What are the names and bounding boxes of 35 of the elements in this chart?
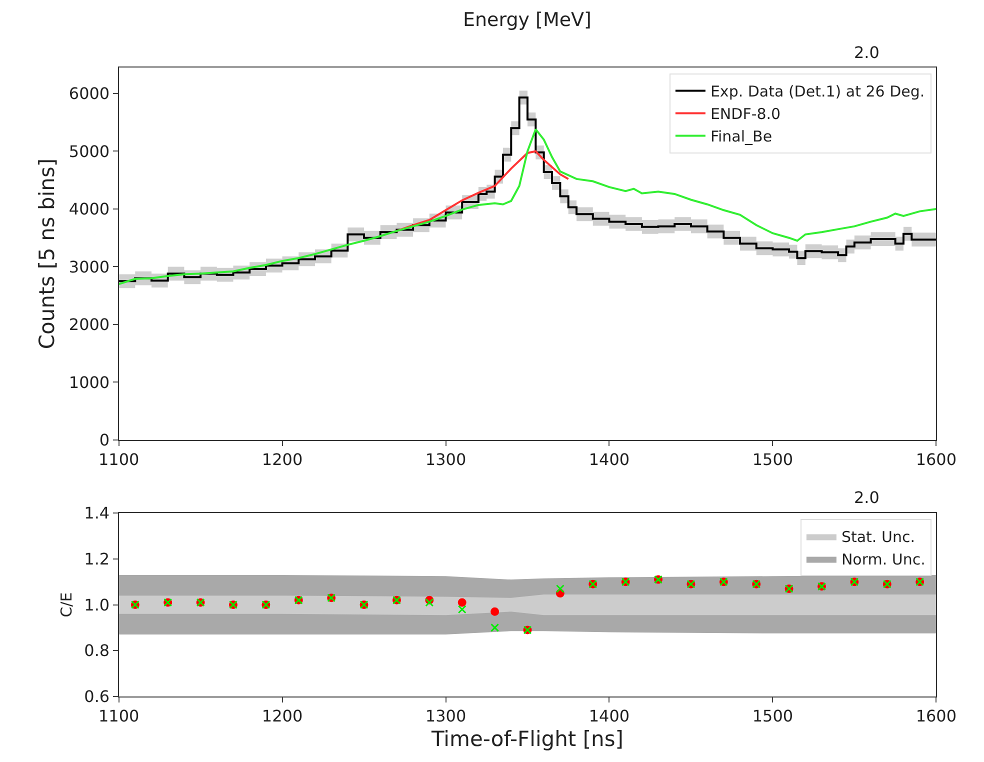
y-tick-label: 1.4 bbox=[84, 504, 110, 523]
legend-label: Final_Be bbox=[710, 128, 772, 146]
y-tick-label: 5000 bbox=[68, 142, 110, 161]
y-tick-label: 4000 bbox=[68, 200, 110, 219]
x-tick-label: 1100 bbox=[98, 706, 140, 726]
x-tick-label: 1500 bbox=[752, 706, 794, 726]
legend-label: Exp. Data (Det.1) at 26 Deg. bbox=[710, 82, 925, 101]
y-axis-title: C/E bbox=[57, 592, 76, 618]
x-tick-label: 1600 bbox=[916, 450, 957, 470]
text: 2.0 bbox=[854, 43, 880, 62]
x-tick-label: 1300 bbox=[425, 706, 466, 726]
y-tick-label: 0 bbox=[99, 430, 110, 450]
x-tick-label: 1500 bbox=[752, 450, 794, 470]
y-tick-label: 0.8 bbox=[84, 641, 110, 660]
x-tick-label: 1100 bbox=[98, 450, 140, 470]
y-axis-title: Counts [5 ns bins] bbox=[35, 158, 60, 350]
text: 2.0 bbox=[854, 488, 880, 507]
x-tick-label: 1400 bbox=[588, 706, 630, 726]
legend-label: Norm. Unc. bbox=[841, 550, 926, 569]
x-tick-label: 1400 bbox=[588, 450, 630, 470]
y-tick-label: 1000 bbox=[68, 372, 110, 392]
legend-label: Stat. Unc. bbox=[841, 528, 915, 546]
y-tick-label: 0.6 bbox=[84, 687, 110, 706]
x-tick-label: 1200 bbox=[262, 450, 303, 470]
x2-axis-title: Energy [MeV] bbox=[463, 9, 592, 31]
y-tick-label: 6000 bbox=[68, 84, 110, 104]
x-axis-title: Time-of-Flight [ns] bbox=[430, 726, 624, 751]
legend-label: ENDF-8.0 bbox=[710, 105, 781, 124]
y-tick-label: 1.0 bbox=[84, 595, 110, 614]
x-tick-label: 1300 bbox=[425, 450, 466, 470]
y-tick-label: 2000 bbox=[68, 315, 110, 334]
x-tick-label: 1200 bbox=[262, 706, 303, 726]
y-tick-label: 3000 bbox=[68, 257, 110, 276]
x-tick-label: 1600 bbox=[916, 706, 957, 726]
y-tick-label: 1.2 bbox=[84, 550, 110, 569]
